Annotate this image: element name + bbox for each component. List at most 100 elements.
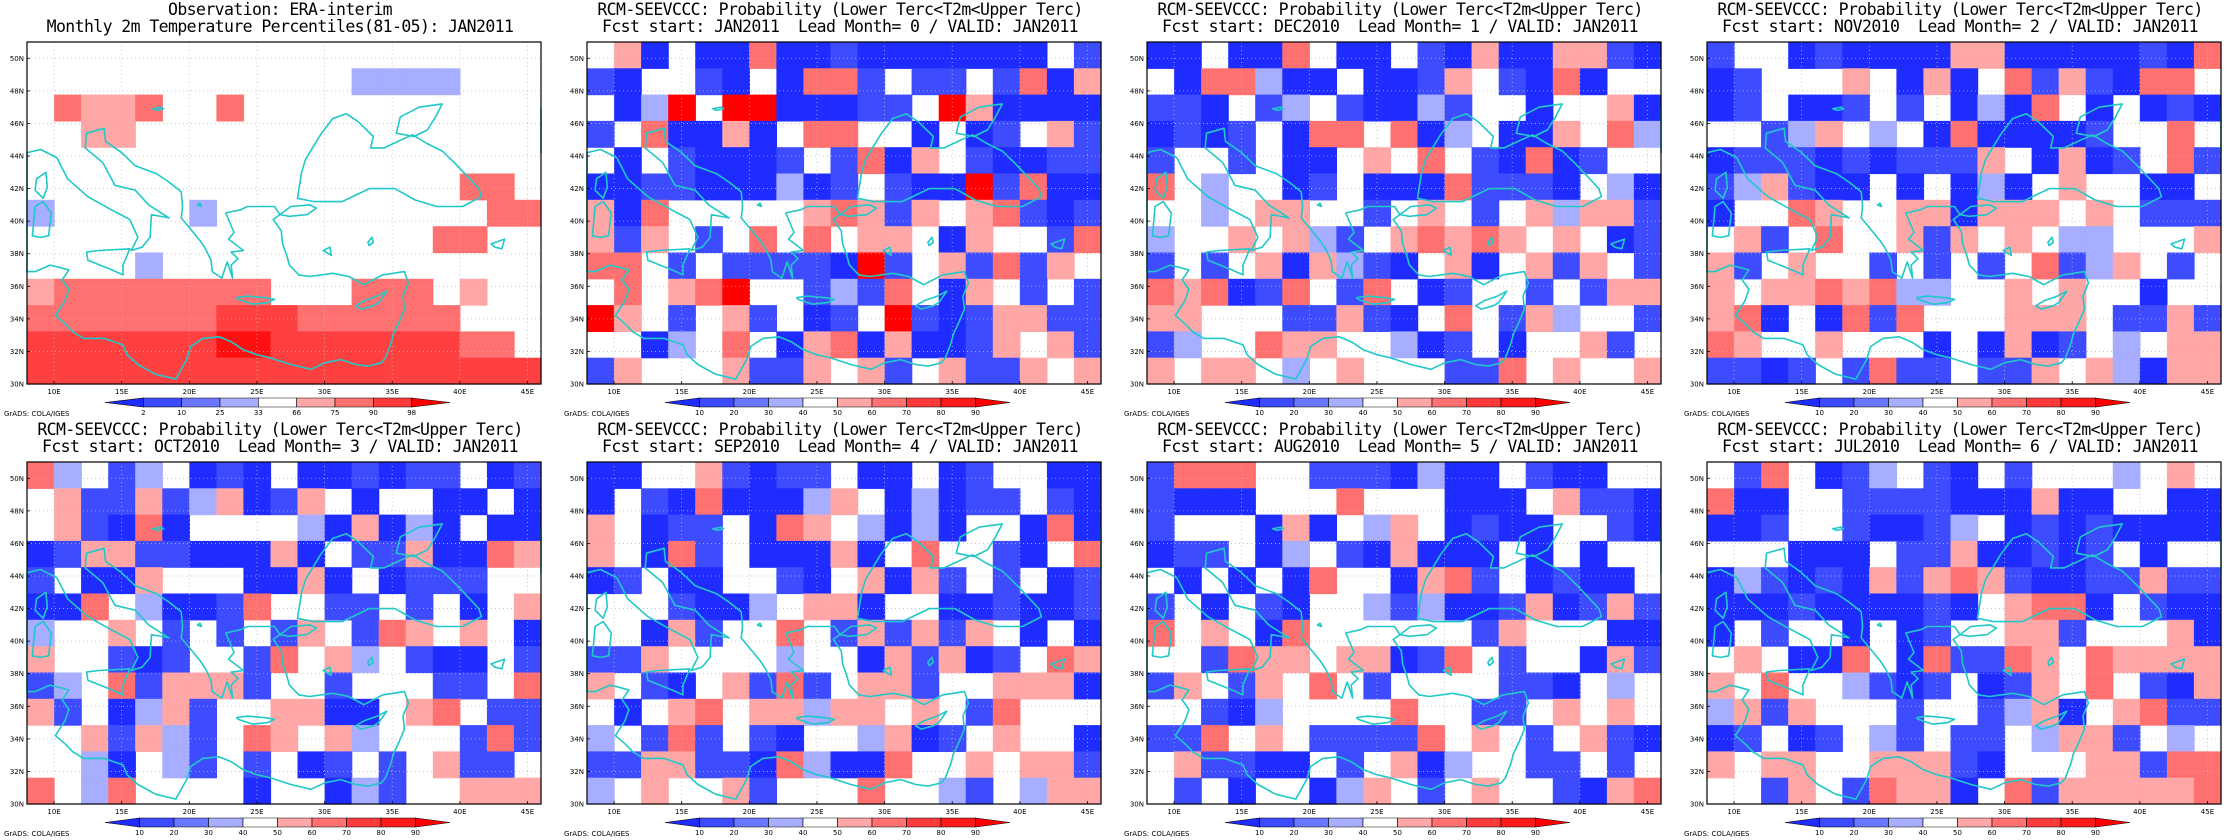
grid-cell [1174, 672, 1202, 700]
grid-cell [405, 646, 434, 674]
grid-cell [1282, 226, 1310, 254]
grid-cell [2112, 305, 2141, 332]
grid-cell [2139, 698, 2168, 726]
grid-cell [405, 278, 434, 306]
grid-cell [992, 199, 1021, 227]
grid-cell [722, 331, 750, 359]
colorbar-label: 20 [1850, 829, 1859, 837]
colorbar-swatch [1957, 397, 1993, 408]
grid-cell [1363, 94, 1392, 122]
grid-cell [992, 120, 1021, 148]
grid-cell [992, 672, 1021, 700]
grid-cell [884, 646, 913, 674]
grid-cell [749, 698, 777, 726]
grid-cell [722, 42, 750, 69]
colorbar-swatch [1535, 817, 1571, 828]
lat-tick-label: 36N [1690, 703, 1704, 711]
grid-cell [2166, 120, 2195, 148]
lat-tick-label: 50N [570, 55, 584, 63]
grid-cell [857, 42, 886, 69]
grid-cell [2031, 252, 2060, 280]
grid-cell [162, 514, 190, 542]
lat-tick-label: 46N [1130, 540, 1144, 548]
grid-cell [1552, 199, 1581, 227]
grid-cell [486, 331, 515, 359]
grid-cell [1417, 777, 1446, 805]
grid-cell [1977, 94, 2006, 122]
grid-cell [1309, 252, 1337, 280]
grid-cell [1046, 567, 1075, 595]
grid-cell [1019, 619, 1048, 647]
grid-cell [1073, 331, 1102, 359]
grid-cell [722, 278, 750, 306]
grid-cell [1606, 593, 1635, 621]
grid-cell [1019, 357, 1048, 385]
grid-cell [722, 147, 750, 175]
grid-cell [668, 672, 696, 700]
grid-cell [1950, 540, 1979, 568]
colorbar-label: 10 [1255, 409, 1264, 417]
grid-cell [1046, 462, 1075, 489]
grid-cell [1255, 593, 1283, 621]
grid-cell [1977, 199, 2006, 227]
grid-cell [884, 567, 913, 595]
grid-cell [459, 278, 488, 306]
grid-cell [243, 672, 272, 700]
colorbar-label: 80 [2057, 829, 2066, 837]
grid-cell [1896, 42, 1925, 69]
grid-cell [1788, 567, 1816, 595]
grid-cell [432, 488, 461, 516]
grid-cell [27, 646, 55, 674]
colorbar-label: 50 [833, 409, 842, 417]
grid-cell [1174, 462, 1202, 489]
grid-cell [351, 777, 380, 805]
grid-cell [1525, 42, 1554, 69]
lat-tick-label: 44N [1690, 153, 1704, 161]
colorbar: 2 10 25 33 66 75 90 98 [104, 397, 451, 417]
colorbar-swatch [2026, 397, 2062, 408]
lat-tick-label: 34N [1130, 315, 1144, 323]
grid-cell [2031, 488, 2060, 516]
lon-tick-label: 20E [1863, 388, 1876, 396]
grid-cell [641, 672, 669, 700]
grid-cell [587, 120, 615, 148]
lat-tick-label: 42N [1690, 605, 1704, 613]
grid-cell [405, 514, 434, 542]
lon-tick-label: 35E [2066, 808, 2079, 816]
grid-cell [2031, 147, 2060, 175]
grid-cell [135, 593, 163, 621]
lon-tick-label: 25E [1930, 388, 1943, 396]
grid-cell [2004, 488, 2033, 516]
lon-tick-label: 35E [946, 388, 959, 396]
lon-tick-label: 15E [1235, 388, 1248, 396]
grid-cell [1255, 331, 1283, 359]
grid-cell [486, 698, 515, 726]
grid-cell [2004, 593, 2033, 621]
grid-cell [857, 357, 886, 385]
grid-cell [1923, 672, 1952, 700]
grid-cell [1842, 94, 1870, 122]
grid-cell [2031, 120, 2060, 148]
lat-tick-label: 30N [10, 381, 24, 389]
grid-cell [1923, 331, 1952, 359]
grid-cell [459, 672, 488, 700]
lon-tick-label: 15E [115, 808, 128, 816]
colorbar: 10 20 30 40 50 60 70 80 90 [664, 397, 1011, 417]
grid-cell [695, 42, 723, 69]
grid-cell [1950, 68, 1979, 96]
lon-tick-label: 15E [1795, 388, 1808, 396]
grid-cell [1363, 777, 1392, 805]
grid-cell [162, 488, 190, 516]
colorbar-swatch [940, 397, 976, 408]
colorbar-swatch [373, 397, 412, 408]
grid-cell [2139, 278, 2168, 306]
lat-tick-label: 46N [570, 120, 584, 128]
grid-cell [1390, 593, 1419, 621]
grid-cell [965, 147, 994, 175]
colorbar-swatch [1466, 817, 1502, 828]
colorbar-swatch [975, 397, 1011, 408]
colorbar-swatch [1259, 397, 1295, 408]
grid-cell [2193, 567, 2222, 595]
colorbar-label: 30 [764, 409, 773, 417]
grid-cell [216, 331, 245, 359]
